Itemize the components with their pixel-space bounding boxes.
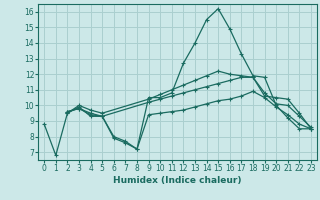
X-axis label: Humidex (Indice chaleur): Humidex (Indice chaleur) bbox=[113, 176, 242, 185]
